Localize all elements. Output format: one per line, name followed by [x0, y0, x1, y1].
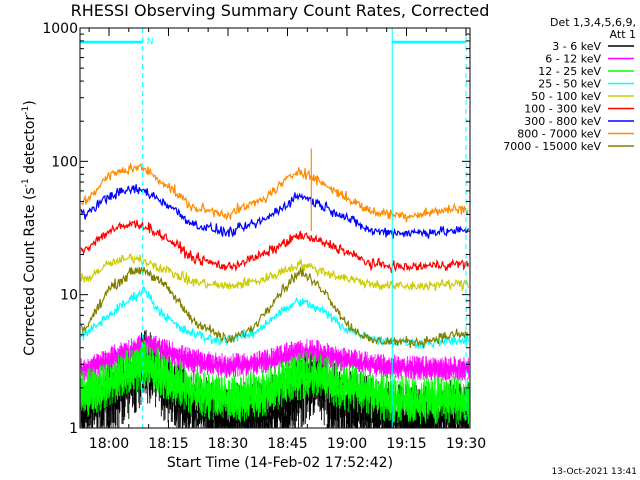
legend-label: 300 - 800 keV — [524, 115, 601, 128]
x-tick-label: 18:45 — [267, 436, 307, 452]
x-tick-label: 19:30 — [446, 436, 486, 452]
axes-layer: 18:00 18:15 18:30 18:45 19:00 19:15 19:30 1 10 10… — [42, 21, 486, 452]
x-tick-label: 18:15 — [148, 436, 188, 452]
legend-label: 3 - 6 keV — [552, 40, 601, 53]
series-300-800-keV — [80, 184, 470, 239]
footer-date: 13-Oct-2021 13:41 — [552, 467, 637, 477]
x-tick-label: 19:00 — [327, 436, 367, 452]
series-12-25-keV — [80, 341, 470, 425]
y-tick-label: 100 — [51, 154, 78, 170]
y-tick-label: 1000 — [42, 21, 78, 37]
x-tick-label: 18:00 — [89, 436, 129, 452]
series-800-7000-keV — [80, 162, 469, 223]
legend-label: 800 - 7000 keV — [517, 128, 601, 141]
y-tick-label: 10 — [60, 288, 78, 304]
series-100-300-keV — [80, 219, 470, 274]
chart-title: RHESSI Observing Summary Count Rates, Co… — [71, 1, 490, 20]
y-axis-label: Corrected Count Rate (s-1 detector-1) — [21, 100, 38, 355]
legend-header: Det 1,3,4,5,6,9, — [550, 16, 636, 29]
series-line — [80, 266, 469, 349]
legend-label: 7000 - 15000 keV — [503, 140, 601, 153]
series-layer — [80, 148, 470, 429]
series-line — [80, 184, 470, 239]
legend-label: 100 - 300 keV — [524, 103, 601, 116]
legend-label: 50 - 100 keV — [531, 90, 601, 103]
legend-label: 6 - 12 keV — [545, 53, 601, 66]
x-tick-label: 19:15 — [386, 436, 426, 452]
series-line — [80, 253, 470, 292]
series-line — [80, 162, 469, 223]
series-line — [80, 219, 470, 274]
y-tick-label: 1 — [69, 421, 78, 437]
series-7000-15000-keV — [80, 266, 469, 349]
series-50-100-keV — [80, 253, 470, 292]
series-25-50-keV — [80, 285, 470, 349]
legend-label: 25 - 50 keV — [538, 78, 601, 91]
night-annotation: N — [147, 37, 154, 47]
legend-label: 12 - 25 keV — [538, 65, 601, 78]
plot-frame — [79, 27, 471, 429]
x-axis-label: Start Time (14-Feb-02 17:52:42) — [167, 455, 393, 471]
series-line — [80, 285, 470, 349]
x-tick-label: 18:30 — [208, 436, 248, 452]
legend-header: Att 1 — [610, 28, 636, 41]
